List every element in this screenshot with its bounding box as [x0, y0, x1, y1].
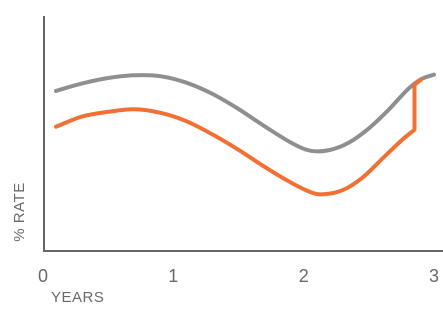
x-tick-label: 2: [299, 266, 309, 286]
series-group: [54, 72, 436, 197]
axes: [43, 16, 443, 252]
x-tick-label: 0: [38, 266, 48, 286]
x-tick-label: 3: [429, 266, 439, 286]
x-axis-title: YEARS: [51, 289, 104, 306]
y-axis-title: % RATE: [11, 182, 28, 241]
gray-series-line: [54, 72, 436, 154]
x-tick-label: 1: [168, 266, 178, 286]
orange-series-line: [54, 77, 423, 197]
x-tick-labels: 0 1 2 3: [38, 266, 439, 286]
